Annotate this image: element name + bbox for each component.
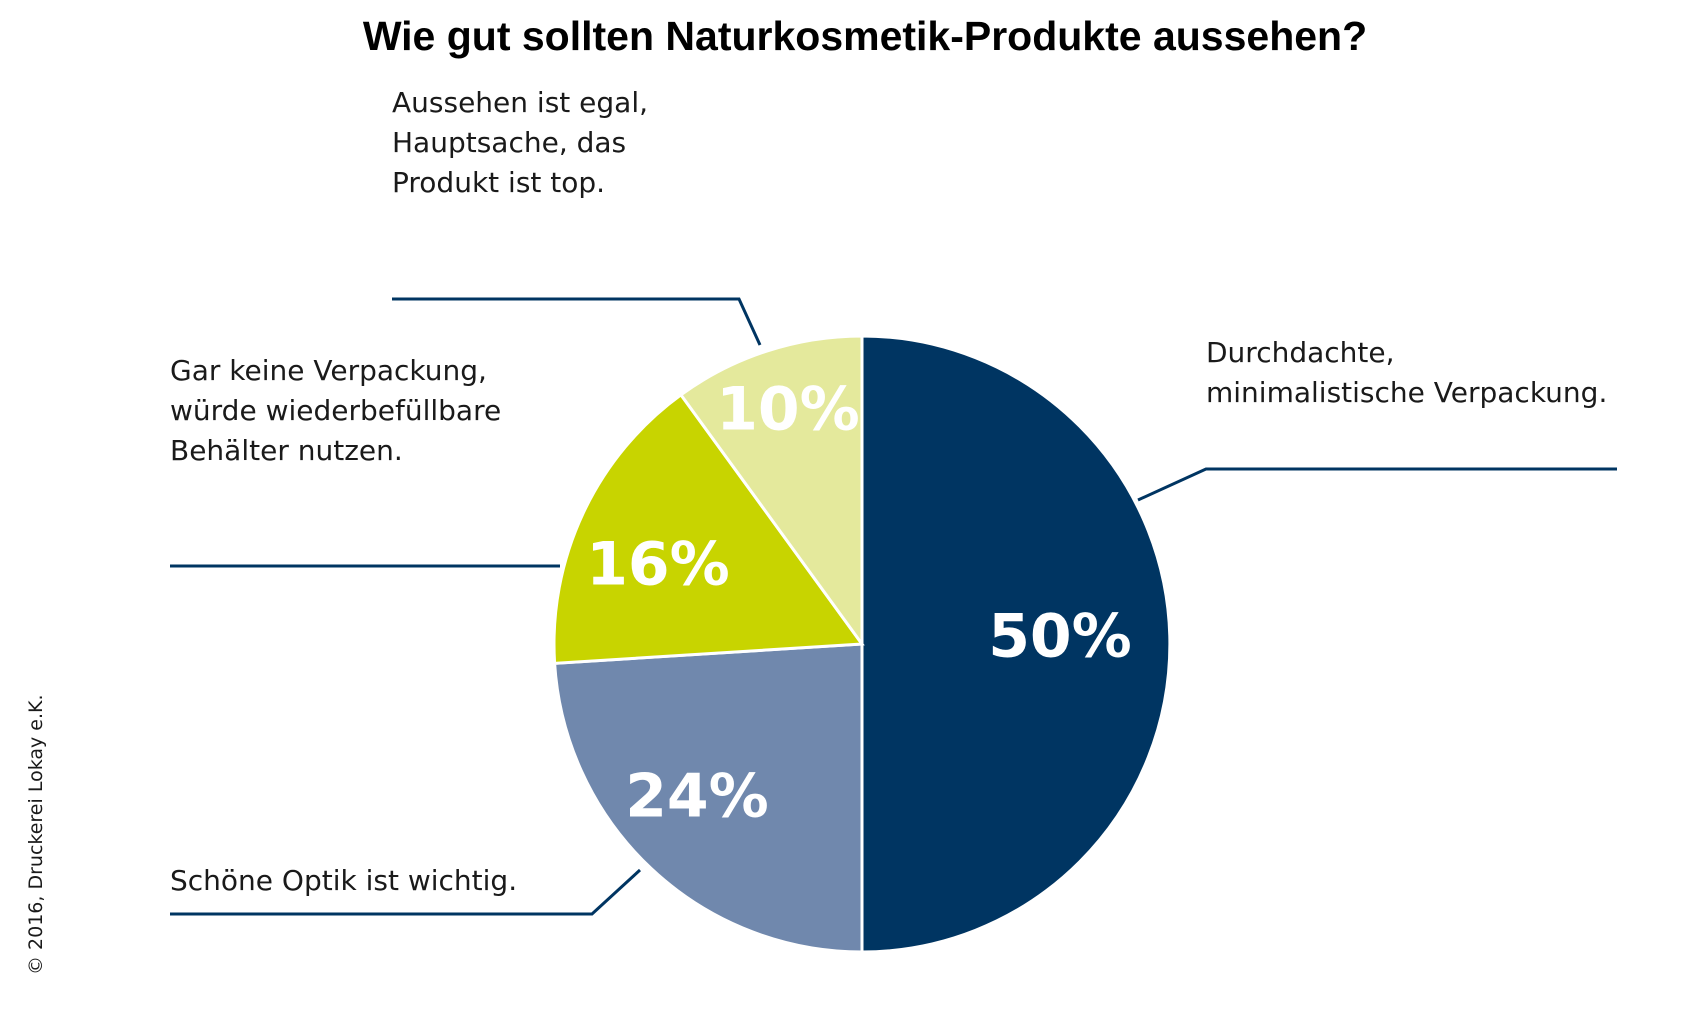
slice-category-label: Gar keine Verpackung, würde wiederbefüllb…: [170, 354, 501, 467]
slice-labels: Durchdachte, minimalistische Verpackung. S…: [170, 86, 1607, 897]
leader-line: [170, 868, 642, 916]
slice-category-label: Durchdachte, minimalistische Verpackung.: [1206, 336, 1607, 409]
percentage-labels: 50% 24% 16% 10%: [586, 375, 1132, 832]
pie-slices: [552, 334, 1172, 954]
slice-schoene-optik: [553, 642, 864, 954]
leader-line: [1137, 467, 1617, 502]
leader-lines: [170, 297, 1617, 916]
slice-aussehen-egal: [678, 334, 864, 649]
copyright-note: © 2016, Druckerei Lokay e.K.: [25, 694, 47, 975]
slice-value-label: 50%: [988, 602, 1132, 672]
slice-value-label: 24%: [625, 762, 769, 832]
slice-keine-verpackung: [552, 392, 865, 665]
slice-durchdachte-verpackung: [860, 334, 1172, 954]
slice-value-label: 10%: [716, 375, 860, 445]
slice-category-label: Aussehen ist egal, Hauptsache, das Produkt…: [392, 86, 648, 199]
chart-title: Wie gut sollten Naturkosmetik-Produkte a…: [363, 13, 1367, 59]
slice-value-label: 16%: [586, 530, 730, 600]
slice-category-label: Schöne Optik ist wichtig.: [170, 864, 517, 897]
leader-line: [392, 297, 762, 346]
